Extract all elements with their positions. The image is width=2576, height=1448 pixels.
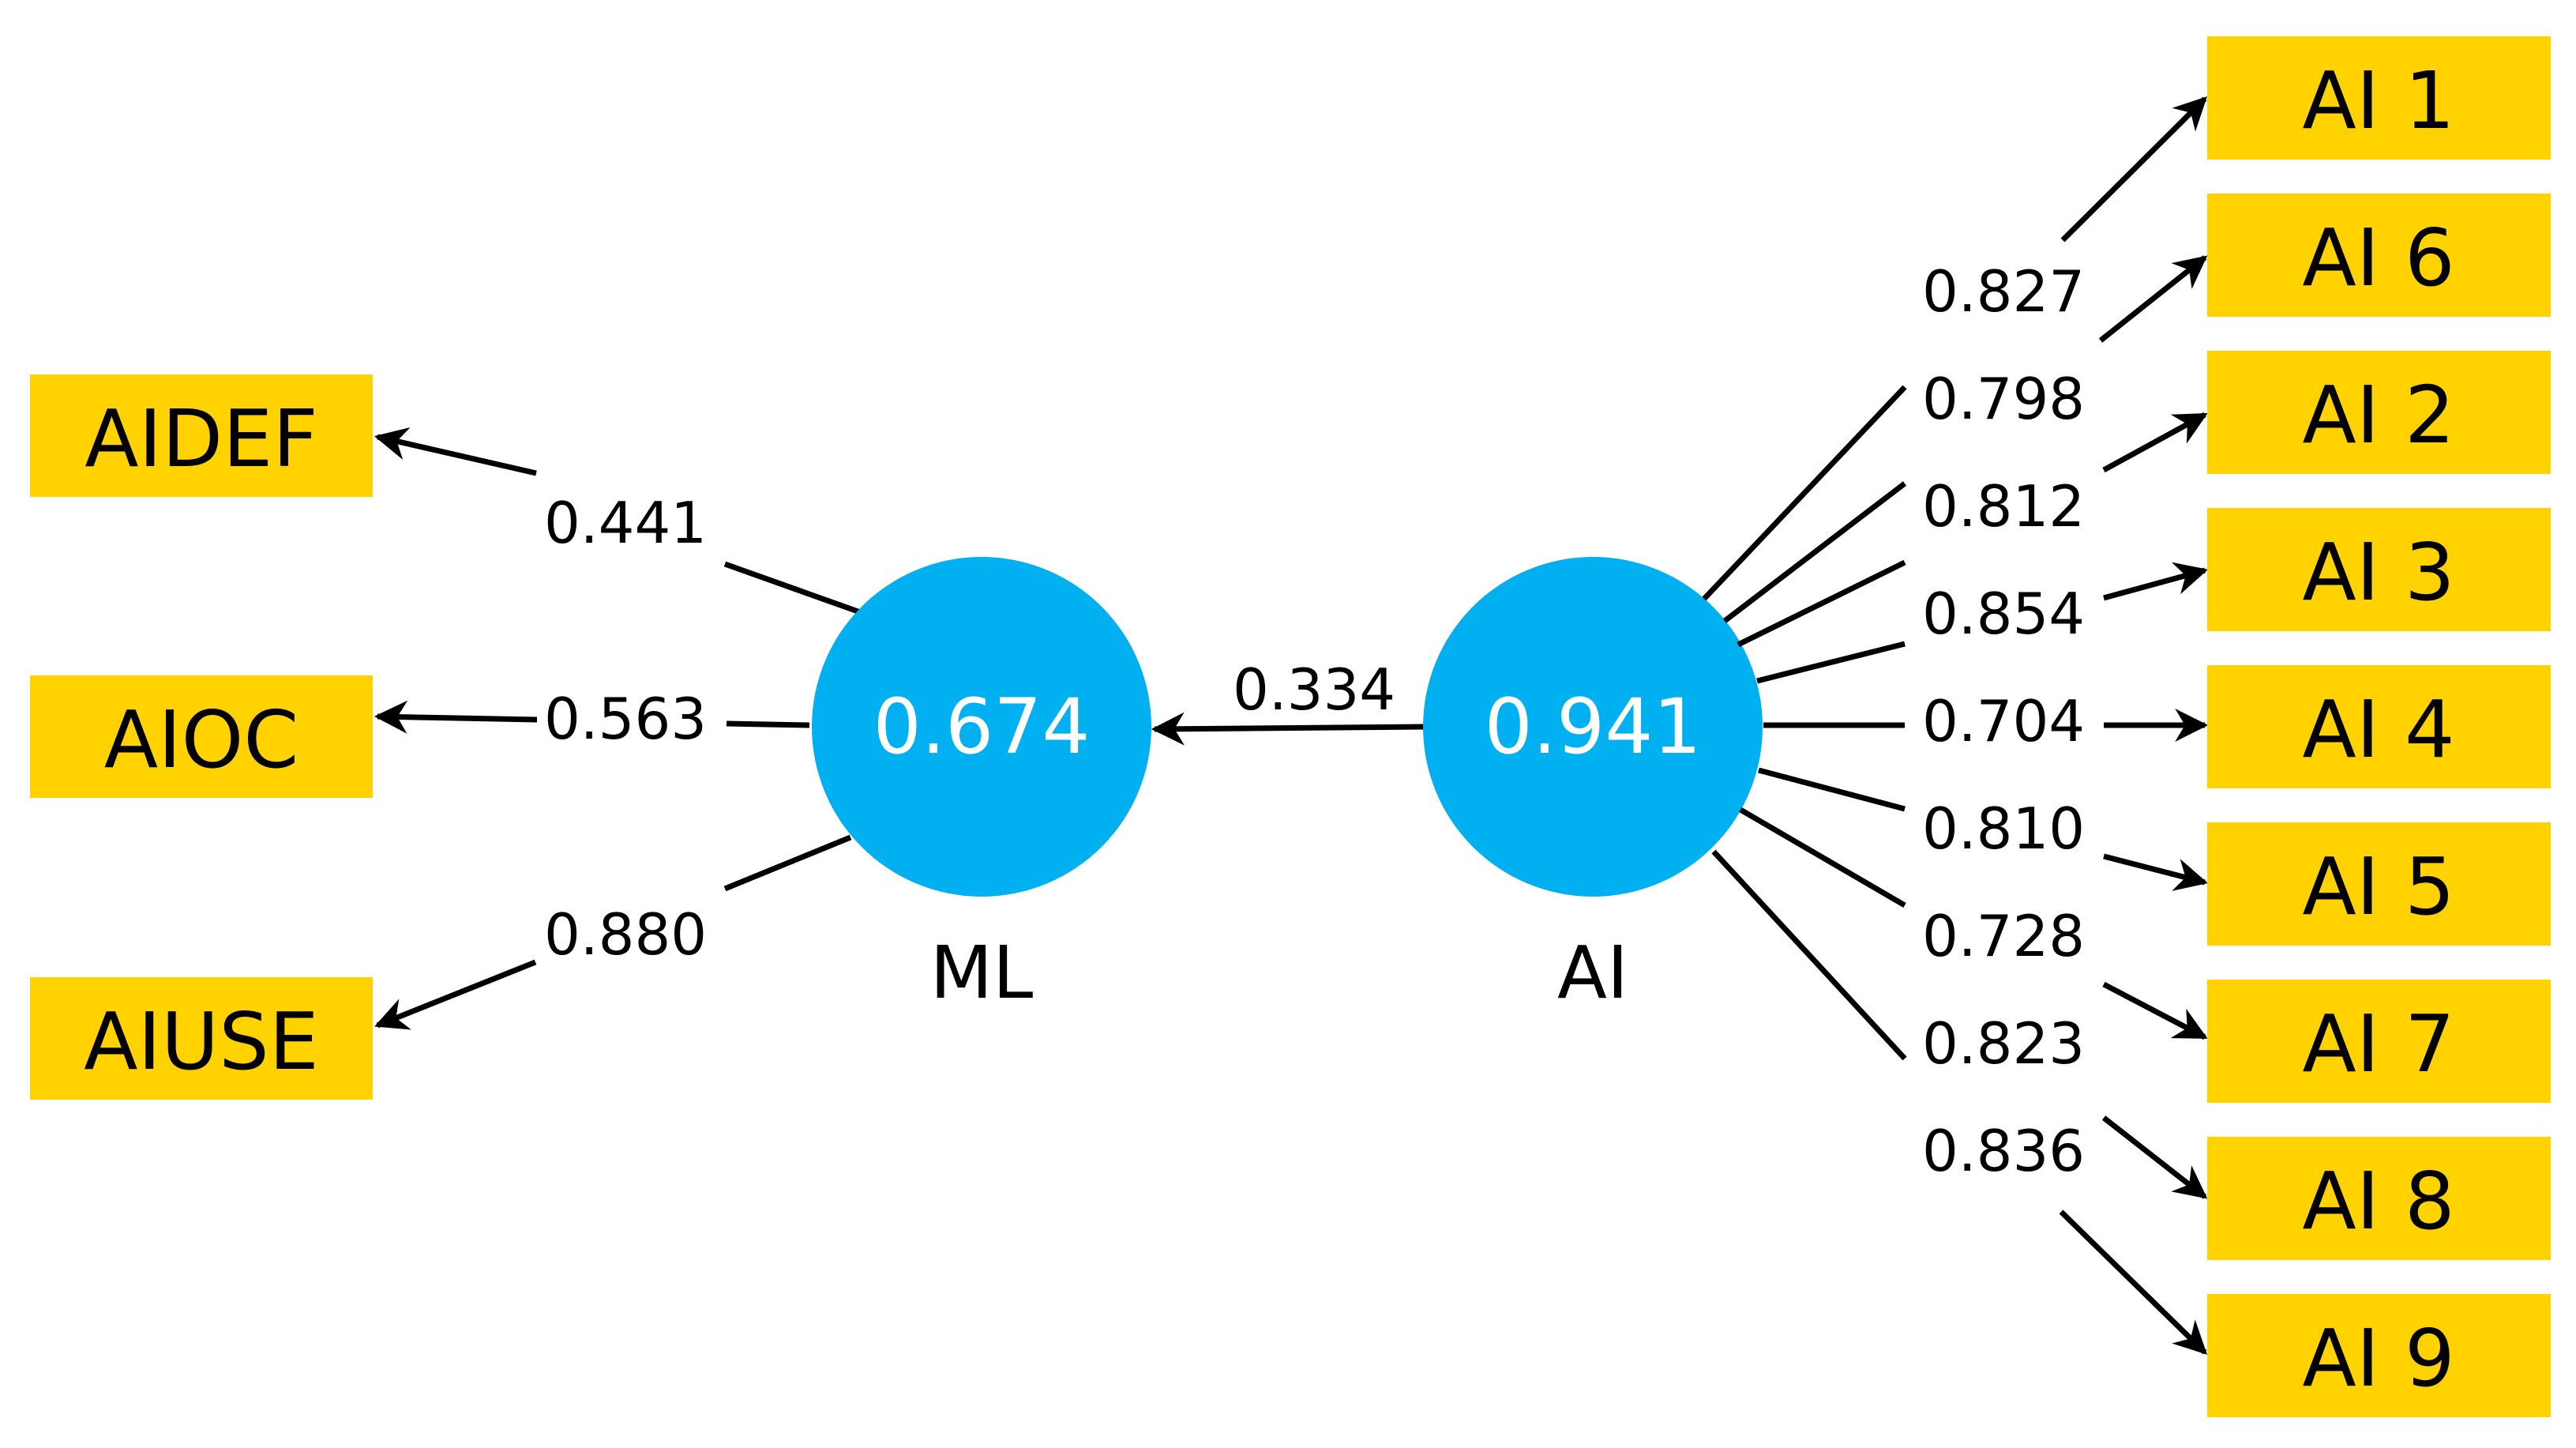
latent-value-ai: 0.941 [1485,683,1702,771]
edge-ai-ai1-outer [2060,96,2207,243]
indicator-label-ai9: AI 9 [2302,1312,2454,1405]
latent-node-ml: 0.674 [812,557,1151,897]
indicator-label-ai5: AI 5 [2302,841,2454,933]
weight-ml-aidef: 0.441 [544,490,707,556]
indicator-label-ai7: AI 7 [2302,998,2454,1090]
indicator-label-ai8: AI 8 [2302,1155,2454,1247]
indicator-box-ai9: AI 9 [2207,1294,2551,1417]
edge-ai-ai6-inner [1722,481,1907,623]
edge-ai-ai9-outer [2059,1209,2208,1355]
weight-ml-aioc: 0.563 [544,686,707,752]
edge-ai-ai7-inner [1739,807,1906,908]
indicator-label-ai3: AI 3 [2302,526,2454,619]
indicator-box-aidef: AIDEF [30,374,373,497]
indicator-box-ai2: AI 2 [2207,351,2551,474]
weight-ai-ai1: 0.827 [1922,258,2085,325]
weight-ai-ai8: 0.823 [1922,1010,2085,1077]
indicator-label-ai2: AI 2 [2302,369,2454,461]
edge-ml-aidef-outer [374,427,537,476]
weight-ai-ai4: 0.704 [1922,688,2085,754]
weight-ai-ai3: 0.854 [1922,581,2085,647]
indicator-box-ai5: AI 5 [2207,822,2551,946]
indicator-box-ai1: AI 1 [2207,36,2551,160]
latent-node-ai: 0.941 [1423,557,1763,897]
weight-ai-ai7: 0.728 [1922,903,2085,969]
latent-value-ml: 0.674 [873,683,1091,771]
edge-ml-aiuse-inner [723,834,852,892]
weight-ai-ai5: 0.810 [1922,795,2085,862]
latent-name-ml: ML [930,931,1034,1015]
indicator-box-ai6: AI 6 [2207,194,2551,317]
edge-ai-ml [1151,712,1425,746]
edge-ml-aioc-outer [374,700,538,734]
indicator-box-aiuse: AIUSE [30,977,373,1100]
indicator-label-ai1: AI 1 [2302,55,2454,147]
indicator-box-ai8: AI 8 [2207,1137,2551,1260]
indicator-label-ai4: AI 4 [2302,683,2454,776]
edge-ai-ai8-outer [2101,1115,2208,1199]
indicator-box-ai7: AI 7 [2207,980,2551,1103]
edge-ml-aiuse-outer [374,959,537,1030]
edge-ai-ai8-inner [1711,849,1907,1061]
weight-ai-ai9: 0.836 [1922,1118,2085,1184]
indicator-label-ai6: AI 6 [2302,212,2454,304]
edge-ml-aioc-inner [726,720,810,728]
weight-ai-ml: 0.334 [1233,656,1395,723]
indicator-label-aiuse: AIUSE [84,995,319,1088]
edge-ai-ai5-inner [1758,767,1906,812]
edge-ai-ai2-outer [2102,412,2208,473]
edge-ai-ai1-inner [1702,385,1907,601]
edge-ai-ai7-outer [2102,981,2208,1040]
indicator-box-aioc: AIOC [30,675,373,798]
edge-ai-ai3-inner [1756,641,1906,684]
indicator-label-aioc: AIOC [104,694,299,786]
edge-ai-ai6-outer [2098,255,2208,343]
weight-ai-ai2: 0.812 [1922,473,2085,540]
edge-ai-ai2-inner [1737,559,1906,648]
weight-ai-ai6: 0.798 [1922,366,2085,432]
indicator-box-ai4: AI 4 [2207,665,2551,788]
weight-ml-aiuse: 0.880 [544,901,707,968]
indicator-label-aidef: AIDEF [84,393,318,485]
latent-name-ai: AI [1557,931,1628,1015]
edge-ml-aidef-inner [723,561,864,616]
edge-ai-ai5-outer [2103,853,2209,891]
indicator-box-ai3: AI 3 [2207,508,2551,631]
edge-ai-ai3-outer [2103,562,2209,601]
